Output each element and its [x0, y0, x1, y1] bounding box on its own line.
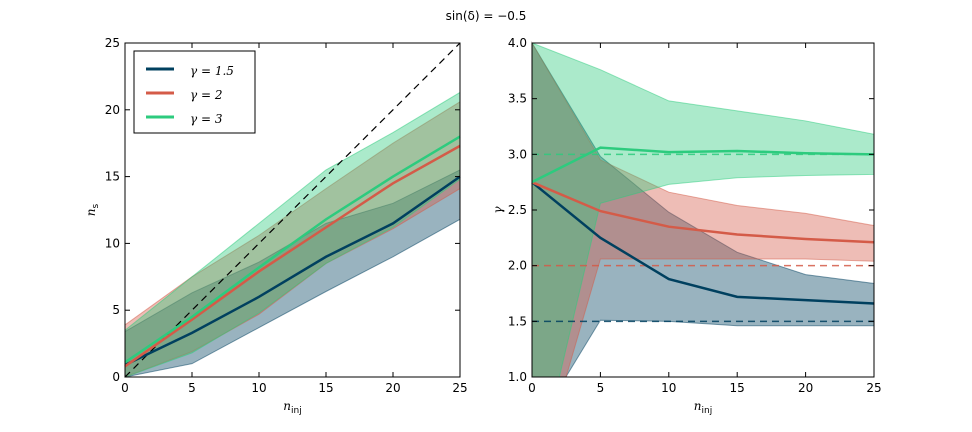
series-line-g2: [531, 181, 875, 244]
x-axis-label-main: n: [283, 399, 291, 413]
legend-label-g2: γ = 2: [190, 88, 223, 102]
series-line-g15: [531, 181, 875, 305]
y-tick-label: 4.0: [508, 36, 527, 50]
plot-area-1: [531, 41, 875, 378]
y-axis-label-main: n: [84, 208, 98, 216]
y-tick-label: 3.5: [508, 92, 527, 106]
y-tick-label: 1.5: [508, 314, 527, 328]
y-axis-label-main: γ: [491, 206, 505, 214]
series-line-g3: [531, 146, 875, 184]
y-tick-label: 20: [105, 103, 120, 117]
x-axis-label-sub: inj: [702, 406, 713, 416]
y-tick-label: 15: [105, 170, 120, 184]
x-tick-label: 5: [188, 381, 196, 395]
y-axis-label: γ: [491, 206, 505, 214]
series-line-g3: [124, 135, 461, 364]
x-tick-label: 0: [528, 381, 536, 395]
x-tick-label: 25: [452, 381, 467, 395]
y-tick-label: 25: [105, 36, 120, 50]
plot-area-0: [124, 42, 461, 378]
y-axis-label-sub: s: [91, 203, 101, 208]
x-tick-label: 10: [251, 381, 266, 395]
y-tick-label: 2.0: [508, 259, 527, 273]
x-tick-label: 25: [866, 381, 881, 395]
x-tick-label: 20: [385, 381, 400, 395]
series-line-g15: [124, 175, 461, 367]
y-tick-label: 5: [112, 303, 120, 317]
y-tick-label: 10: [105, 236, 120, 250]
y-tick-label: 2.5: [508, 203, 527, 217]
x-tick-label: 5: [597, 381, 605, 395]
y-tick-label: 1.0: [508, 370, 527, 384]
x-tick-label: 10: [661, 381, 676, 395]
identity-reference-line: [124, 42, 461, 378]
x-tick-label: 15: [730, 381, 745, 395]
y-tick-label: 3.0: [508, 147, 527, 161]
x-axis-label-sub: inj: [291, 406, 302, 416]
x-axis-label: ninj: [694, 399, 712, 416]
x-tick-label: 15: [318, 381, 333, 395]
x-tick-label: 20: [798, 381, 813, 395]
y-tick-label: 0: [112, 370, 120, 384]
legend-box: [133, 50, 256, 134]
legend: γ = 1.5 γ = 2 γ = 3: [133, 50, 256, 134]
legend-label-g15: γ = 1.5: [190, 64, 234, 78]
figure-title: sin(δ) = −0.5: [446, 9, 527, 23]
legend-label-g3: γ = 3: [190, 112, 223, 126]
axes-frame-0: [124, 42, 461, 378]
x-tick-label: 0: [121, 381, 129, 395]
x-axis-label-main: n: [694, 399, 702, 413]
y-axis-label: ns: [84, 203, 101, 216]
series-line-g2: [124, 144, 461, 368]
x-axis-label: ninj: [283, 399, 301, 416]
